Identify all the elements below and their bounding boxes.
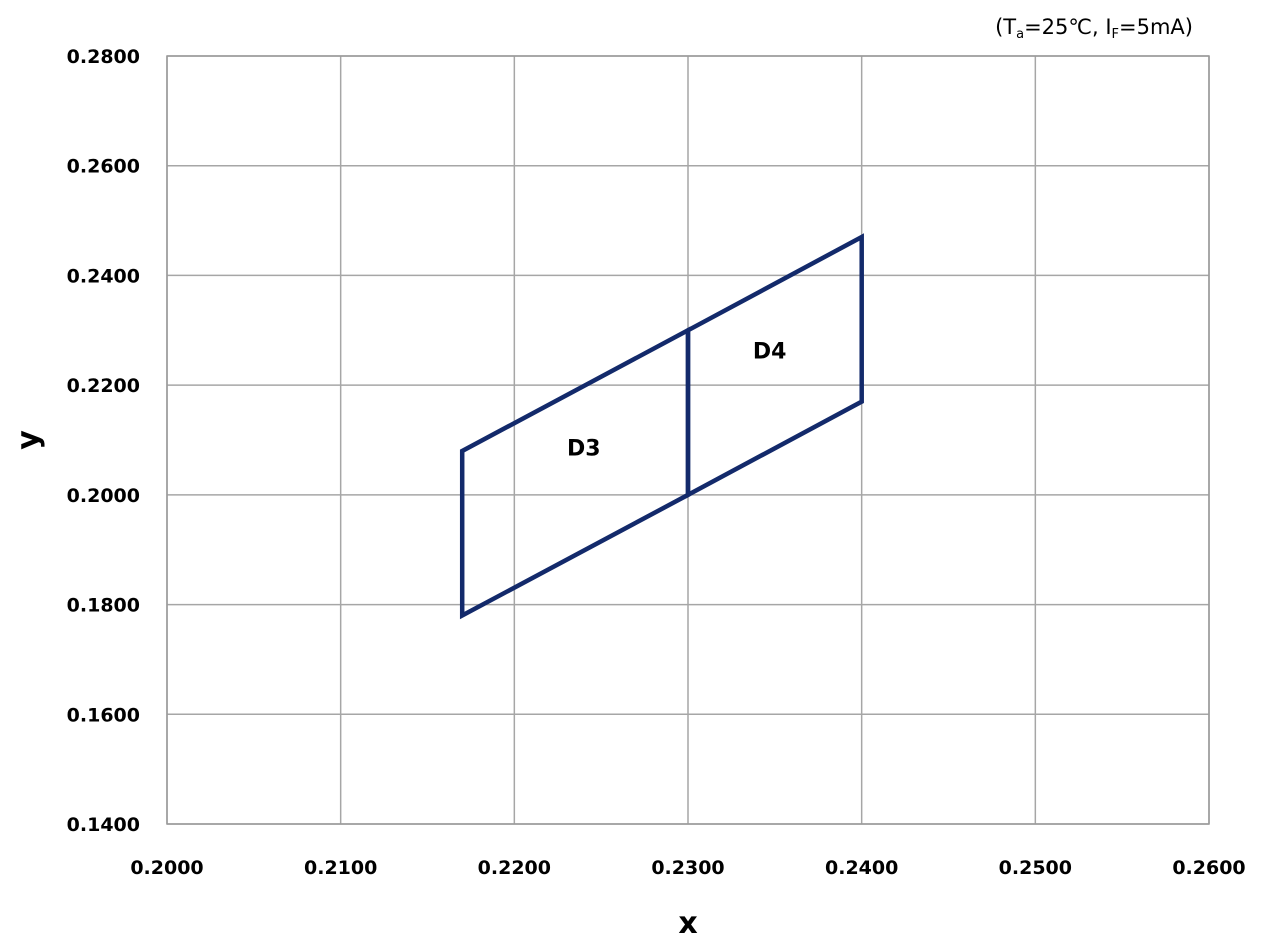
regions: D3 D4 <box>459 233 864 620</box>
y-tick-label: 0.2600 <box>67 156 140 178</box>
region-d4-outline <box>685 233 864 499</box>
region-d3-label: D3 <box>567 436 601 461</box>
y-axis-ticks: 0.1400 0.1600 0.1800 0.2000 0.2200 0.2400 0.26… <box>67 46 140 836</box>
y-tick-label: 0.1600 <box>67 704 140 726</box>
cond-ta-value: =25℃, <box>1024 15 1105 39</box>
cond-open: ( <box>995 15 1003 39</box>
x-tick-label: 0.2600 <box>1172 857 1245 879</box>
cond-ta-sub: a <box>1016 27 1024 42</box>
grid <box>166 55 1210 825</box>
y-tick-label: 0.2000 <box>67 485 140 507</box>
y-tick-label: 0.1400 <box>67 814 140 836</box>
y-tick-label: 0.2800 <box>67 46 140 68</box>
cond-if-symbol: I <box>1105 15 1111 39</box>
y-tick-label: 0.1800 <box>67 595 140 617</box>
cond-ta-symbol: T <box>1002 15 1016 39</box>
cond-if-sub: F <box>1112 27 1119 42</box>
x-tick-label: 0.2400 <box>825 857 898 879</box>
plot-area-border <box>166 55 1210 825</box>
measurement-conditions: (Ta=25℃, IF=5mA) <box>995 15 1193 42</box>
x-axis-title: x <box>678 906 697 938</box>
y-tick-label: 0.2400 <box>67 265 140 287</box>
region-d4-label: D4 <box>753 339 787 364</box>
x-tick-label: 0.2100 <box>304 857 377 879</box>
region-d3-outline <box>459 326 691 620</box>
x-tick-label: 0.2500 <box>999 857 1072 879</box>
x-tick-label: 0.2000 <box>130 857 203 879</box>
x-tick-label: 0.2300 <box>651 857 724 879</box>
x-axis-ticks: 0.2000 0.2100 0.2200 0.2300 0.2400 0.2500 0.26… <box>130 857 1245 879</box>
cond-if-value: =5mA) <box>1119 15 1193 39</box>
y-tick-label: 0.2200 <box>67 375 140 397</box>
y-axis-title: y <box>11 430 46 450</box>
x-tick-label: 0.2200 <box>478 857 551 879</box>
